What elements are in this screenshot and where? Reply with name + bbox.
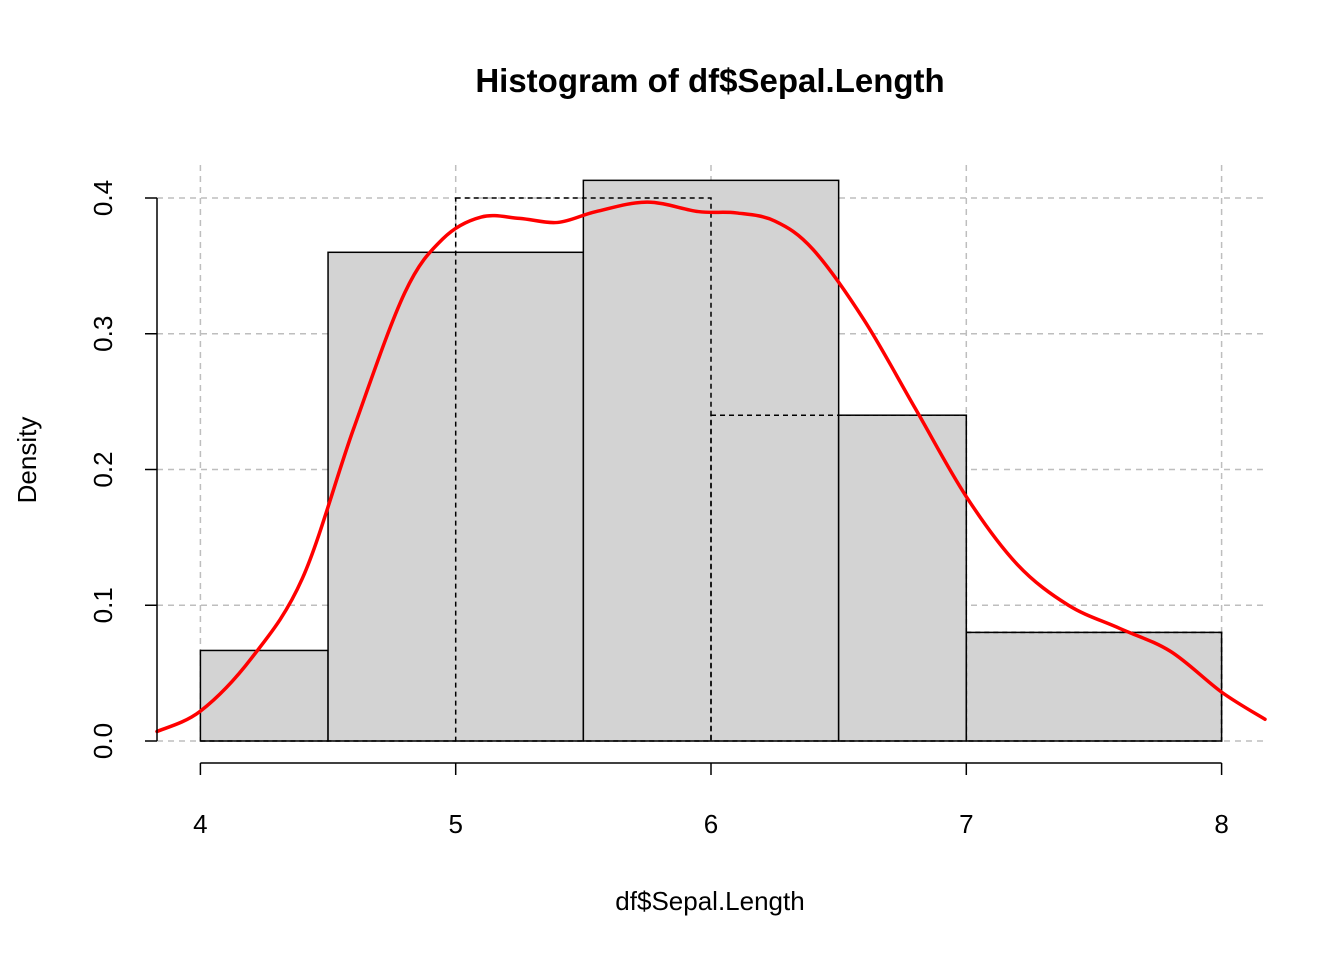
histogram-bar-3 bbox=[837, 414, 968, 742]
dashed-overlay-bars bbox=[200, 197, 1223, 742]
x-tick-label-4: 8 bbox=[1214, 809, 1228, 839]
histogram-bar-0 bbox=[199, 649, 329, 742]
x-tick-label-0: 4 bbox=[193, 809, 207, 839]
histogram-bar-4 bbox=[965, 631, 1223, 742]
dashed-overlay-bar-1 bbox=[710, 414, 968, 742]
chart-title: Histogram of df$Sepal.Length bbox=[475, 62, 944, 99]
y-tick-label-0: 0.0 bbox=[88, 723, 118, 759]
x-tick-label-1: 5 bbox=[448, 809, 462, 839]
density-curve bbox=[155, 200, 1267, 734]
x-axis-label: df$Sepal.Length bbox=[615, 886, 804, 916]
y-tick-label-2: 0.2 bbox=[88, 451, 118, 487]
x-tick-label-2: 6 bbox=[704, 809, 718, 839]
y-tick-label-1: 0.1 bbox=[88, 587, 118, 623]
x-axis: 4 5 6 7 8 bbox=[193, 762, 1229, 839]
x-tick-label-3: 7 bbox=[959, 809, 973, 839]
y-axis-label: Density bbox=[12, 417, 42, 504]
dashed-overlay-bar-2 bbox=[965, 631, 1223, 742]
y-tick-label-3: 0.3 bbox=[88, 316, 118, 352]
y-tick-label-4: 0.4 bbox=[88, 180, 118, 216]
y-axis: 0.0 0.1 0.2 0.3 0.4 bbox=[88, 180, 158, 759]
density-curve-group bbox=[155, 200, 1267, 734]
